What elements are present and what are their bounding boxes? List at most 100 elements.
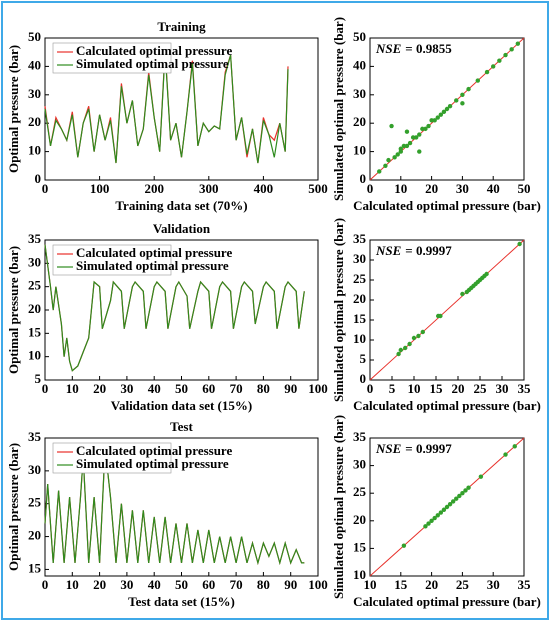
x-tick-label: 10: [408, 381, 421, 396]
y-tick-label: 20: [353, 291, 366, 306]
y-tick-label: 25: [353, 484, 367, 499]
scatter-point: [420, 329, 425, 335]
plot-frame: [369, 239, 525, 381]
y-tick-label: 35: [353, 429, 367, 444]
scatter-point: [466, 485, 471, 490]
y-tick-label: 25: [353, 271, 367, 286]
chart: Calculated optimal pressure (bar) Simulat…: [331, 415, 541, 609]
x-tick-label: 5: [389, 381, 396, 396]
x-tick-label: 500: [308, 181, 328, 196]
scatter-point: [475, 78, 480, 83]
chart: Test Test data set (15%) Optimal pressure …: [6, 419, 328, 609]
scatter-point: [398, 347, 403, 353]
y-tick-label: 30: [28, 254, 41, 269]
y-axis-label: Simulated optimal pressure (bar): [331, 218, 346, 402]
y-tick-label: 30: [353, 251, 366, 266]
x-tick-label: 0: [367, 181, 374, 196]
chart: Calculated optimal pressure (bar) Simulat…: [331, 17, 541, 213]
scatter-point: [515, 41, 521, 46]
y-axis-label: Optimal pressure (bar): [6, 45, 21, 173]
legend-label: Calculated optimal pressure: [76, 443, 232, 458]
x-tick-label: 40: [148, 577, 161, 592]
x-tick-label: 25: [474, 381, 488, 396]
y-tick-label: 20: [28, 114, 41, 129]
x-tick-label: 400: [254, 181, 274, 196]
x-tick-label: 15: [430, 381, 444, 396]
scatter-point: [454, 98, 459, 103]
scatter-point: [503, 52, 508, 58]
scatter-point: [432, 515, 437, 521]
plot-frame: [369, 437, 525, 577]
y-tick-label: 15: [353, 311, 367, 326]
y-tick-label: 0: [35, 171, 42, 186]
scatter-point: [414, 135, 419, 140]
x-tick-label: 90: [284, 381, 297, 396]
x-tick-label: 10: [66, 381, 79, 396]
scatter-point: [404, 143, 410, 149]
x-tick-label: 60: [202, 577, 215, 592]
y-tick-label: 30: [28, 462, 41, 477]
y-axis-label: Simulated optimal pressure (bar): [331, 17, 346, 201]
annotation: NSE = 0.9997: [375, 441, 452, 456]
legend-label: Calculated optimal pressure: [76, 245, 232, 260]
x-tick-label: 80: [257, 381, 270, 396]
scatter-point: [497, 58, 502, 63]
y-axis-label: Optimal pressure (bar): [6, 443, 21, 571]
scatter-point: [438, 510, 444, 515]
x-tick-label: 0: [42, 181, 49, 196]
x-tick-label: 10: [66, 577, 79, 592]
x-tick-label: 70: [230, 381, 243, 396]
x-tick-label: 40: [487, 181, 500, 196]
annotation: NSE = 0.9855: [375, 41, 452, 56]
chart: Validation Validation data set (15%) Optim…: [6, 221, 328, 413]
x-tick-label: 20: [425, 577, 438, 592]
x-axis-label: Calculated optimal pressure (bar): [353, 198, 541, 213]
scatter-point: [417, 149, 422, 154]
x-tick-label: 35: [518, 381, 532, 396]
y-tick-label: 30: [353, 86, 366, 101]
scatter-point: [435, 115, 440, 120]
x-axis-label: Test data set (15%): [128, 594, 235, 609]
y-tick-label: 10: [353, 567, 366, 582]
y-tick-label: 25: [28, 278, 42, 293]
scatter-point: [447, 502, 453, 507]
annotation-label: NSE: [375, 441, 402, 456]
scatter-point: [404, 129, 410, 134]
x-tick-label: 40: [148, 381, 161, 396]
y-tick-label: 35: [353, 231, 367, 246]
chart: Training Training data set (70%) Optimal p…: [6, 19, 328, 213]
scatter-point: [411, 335, 417, 341]
scatter-point: [401, 143, 407, 149]
scatter-point: [460, 101, 465, 106]
y-axis-label: Optimal pressure (bar): [6, 246, 21, 374]
x-tick-label: 25: [456, 577, 470, 592]
scatter-point: [426, 123, 431, 129]
scatter-point: [463, 488, 468, 493]
scatter-point: [423, 126, 428, 132]
legend-box: [52, 442, 172, 474]
scatter-point: [429, 118, 434, 123]
scatter-point: [484, 271, 489, 277]
x-axis-label: Calculated optimal pressure (bar): [353, 594, 541, 609]
scatter-point: [377, 169, 382, 174]
scatter-point: [450, 499, 456, 504]
scatter-point: [503, 452, 508, 457]
y-tick-label: 30: [353, 457, 366, 472]
y-tick-label: 35: [28, 429, 42, 444]
x-tick-label: 30: [487, 577, 500, 592]
legend-label: Simulated optimal pressure: [76, 258, 229, 273]
x-tick-label: 10: [364, 577, 377, 592]
y-tick-label: 0: [360, 171, 367, 186]
scatter-point: [509, 47, 514, 52]
scatter-point: [460, 92, 465, 98]
x-tick-label: 20: [452, 381, 465, 396]
y-tick-label: 40: [28, 57, 41, 72]
scatter-point: [447, 103, 453, 109]
y-tick-label: 35: [28, 231, 42, 246]
scatter-point: [435, 513, 440, 518]
x-tick-label: 0: [42, 577, 49, 592]
x-tick-label: 15: [394, 577, 408, 592]
y-tick-label: 50: [28, 29, 41, 44]
x-tick-label: 100: [90, 181, 110, 196]
